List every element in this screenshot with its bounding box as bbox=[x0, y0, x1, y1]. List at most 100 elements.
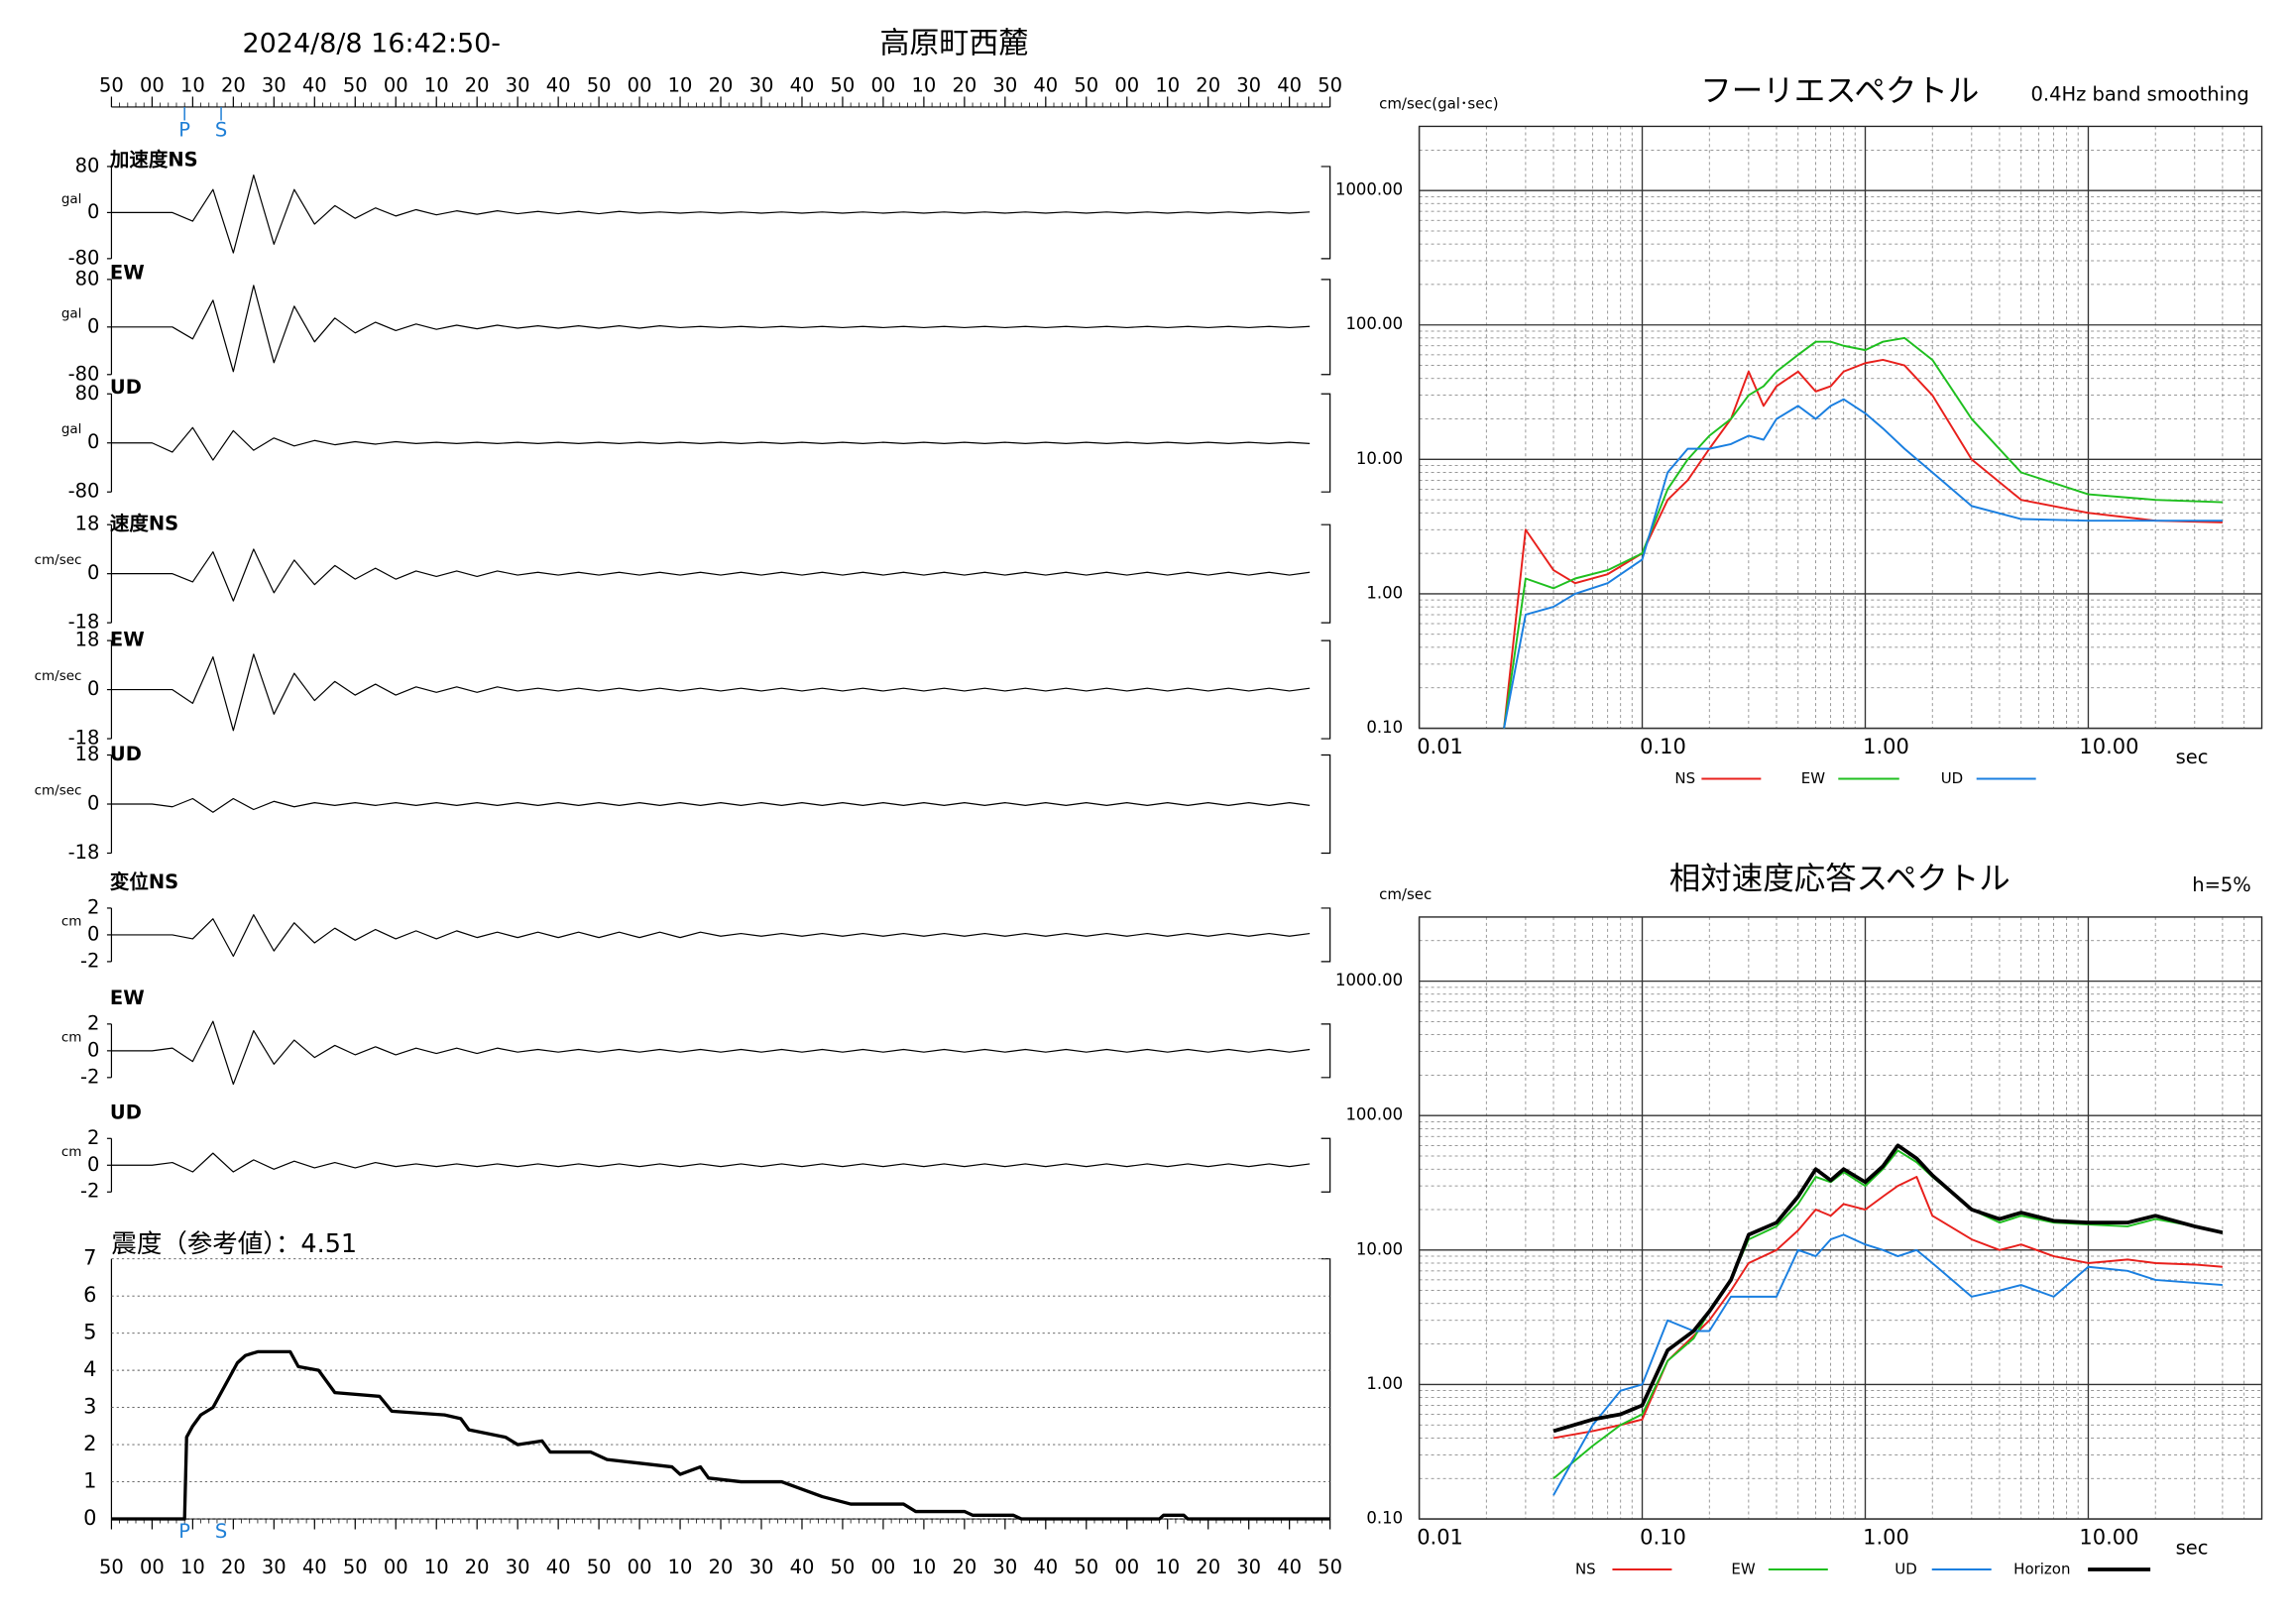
panel-frame-right bbox=[1320, 1023, 1331, 1079]
x-tick-label: 10 bbox=[424, 73, 449, 96]
panel-label: UD bbox=[110, 1101, 142, 1123]
y-tick-label: 0 bbox=[87, 792, 99, 815]
x-tick-label: 10 bbox=[1155, 73, 1180, 96]
x-tick-label: 30 bbox=[992, 73, 1017, 96]
x-tick-label: 20 bbox=[465, 73, 490, 96]
x-tick-label: 00 bbox=[384, 73, 408, 96]
x-tick-label: 40 bbox=[302, 73, 327, 96]
chart-title: 震度（参考値）：4.51 bbox=[111, 1229, 357, 1259]
x-tick-label: 50 bbox=[831, 1556, 856, 1578]
waveform-trace bbox=[111, 1020, 1311, 1086]
x-tick-label: 50 bbox=[1074, 1556, 1098, 1578]
unit-label: cm/sec bbox=[35, 783, 82, 799]
panel-label: EW bbox=[110, 629, 145, 651]
y-tick-label: 1000.00 bbox=[1335, 971, 1403, 989]
y-tick-label: 1.00 bbox=[1366, 583, 1403, 602]
phase-label: P bbox=[178, 1520, 190, 1543]
unit-label: gal bbox=[61, 421, 82, 437]
x-tick-label: 40 bbox=[790, 73, 815, 96]
chart-title: フーリエスペクトル bbox=[1700, 73, 1979, 109]
y-tick-label: 0 bbox=[87, 430, 99, 453]
y-tick-label: 0.10 bbox=[1366, 718, 1403, 737]
subtitle: 0.4Hz band smoothing bbox=[2031, 82, 2249, 105]
unit-label: cm bbox=[61, 1144, 82, 1160]
y-tick-label: -2 bbox=[80, 1065, 99, 1088]
x-tick-label: 10 bbox=[1155, 1556, 1180, 1578]
x-tick-label: 50 bbox=[587, 1556, 612, 1578]
x-tick-label: 30 bbox=[749, 1556, 774, 1578]
y-tick-label: 100.00 bbox=[1345, 1105, 1403, 1124]
x-tick-label: 0.01 bbox=[1417, 1526, 1463, 1550]
y-tick-label: 2 bbox=[83, 1432, 96, 1455]
y-tick-label: 0 bbox=[87, 922, 99, 945]
x-tick-label: 50 bbox=[1318, 1556, 1342, 1578]
x-tick-label: 00 bbox=[871, 1556, 896, 1578]
panel-frame-right bbox=[1320, 523, 1331, 624]
x-tick-label: 50 bbox=[831, 73, 856, 96]
x-tick-label: 00 bbox=[628, 73, 652, 96]
waveform-trace bbox=[111, 1152, 1311, 1173]
y-tick-label: -18 bbox=[68, 841, 100, 864]
y-tick-label: 1 bbox=[83, 1469, 96, 1493]
waveform-trace bbox=[111, 285, 1311, 373]
x-tick-label: 40 bbox=[546, 1556, 571, 1578]
legend-label: UD bbox=[1941, 769, 1964, 787]
chart-title: 相対速度応答スペクトル bbox=[1669, 861, 2010, 896]
panel-label: UD bbox=[110, 376, 142, 399]
panel-label: EW bbox=[110, 261, 145, 284]
spectrum-line bbox=[1503, 358, 2223, 729]
unit-label: cm/sec bbox=[35, 552, 82, 568]
x-tick-label: 20 bbox=[952, 73, 976, 96]
x-tick-label: 00 bbox=[140, 73, 165, 96]
panel-frame-right bbox=[1320, 639, 1331, 740]
panel-frame-right bbox=[1320, 393, 1331, 493]
x-tick-label: 00 bbox=[628, 1556, 652, 1578]
spectrum-line bbox=[1503, 398, 2223, 729]
y-tick-label: 0 bbox=[87, 314, 99, 337]
ylabel: cm/sec(gal･sec) bbox=[1379, 94, 1498, 112]
x-tick-label: 20 bbox=[465, 1556, 490, 1578]
x-tick-label: 10 bbox=[912, 1556, 937, 1578]
y-tick-label: 100.00 bbox=[1345, 314, 1403, 333]
y-tick-label: 0 bbox=[83, 1506, 96, 1530]
x-tick-label: 1.00 bbox=[1863, 735, 1909, 758]
x-tick-label: 50 bbox=[343, 1556, 368, 1578]
legend-label: UD bbox=[1894, 1561, 1917, 1578]
waveform-trace bbox=[111, 548, 1311, 602]
y-tick-label: 0 bbox=[87, 1038, 99, 1061]
x-tick-label: 10 bbox=[668, 1556, 693, 1578]
x-tick-label: 30 bbox=[262, 1556, 287, 1578]
phase-label: P bbox=[178, 118, 190, 141]
y-tick-label: 10.00 bbox=[1356, 449, 1403, 468]
x-tick-label: 30 bbox=[506, 1556, 530, 1578]
x-tick-label: 00 bbox=[140, 1556, 165, 1578]
x-tick-label: 10.00 bbox=[2079, 735, 2138, 758]
x-tick-label: 20 bbox=[1196, 73, 1220, 96]
x-axis-label: sec bbox=[2176, 746, 2209, 768]
panel-frame-right bbox=[1320, 907, 1331, 963]
x-tick-label: 10 bbox=[424, 1556, 449, 1578]
legend-label: Horizon bbox=[2013, 1561, 2070, 1578]
panel-label: 速度NS bbox=[110, 513, 178, 535]
waveform-trace bbox=[111, 653, 1311, 732]
y-tick-label: 18 bbox=[75, 629, 100, 651]
x-tick-label: 40 bbox=[546, 73, 571, 96]
x-tick-label: 00 bbox=[1114, 73, 1139, 96]
y-tick-label: 2 bbox=[87, 1011, 99, 1034]
y-tick-label: 4 bbox=[83, 1357, 96, 1381]
waveform-trace bbox=[111, 797, 1311, 813]
legend-label: EW bbox=[1801, 769, 1825, 787]
spectrum-line bbox=[1552, 1143, 2224, 1434]
x-tick-label: 00 bbox=[871, 73, 896, 96]
x-tick-label: 50 bbox=[587, 73, 612, 96]
spectrum-line bbox=[1552, 1176, 2223, 1440]
panel-label: UD bbox=[110, 743, 142, 765]
y-tick-label: 80 bbox=[75, 382, 100, 405]
y-tick-label: 0 bbox=[87, 200, 99, 223]
legend-label: NS bbox=[1575, 1561, 1596, 1578]
x-tick-label: 10.00 bbox=[2079, 1526, 2138, 1550]
phase-label: S bbox=[215, 1520, 227, 1543]
x-tick-label: 30 bbox=[262, 73, 287, 96]
